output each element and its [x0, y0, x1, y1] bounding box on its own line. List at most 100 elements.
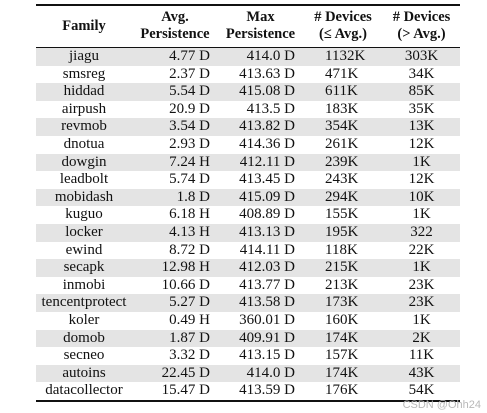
header-max-persistence: Max Persistence: [225, 9, 296, 42]
max-persistence-cell: 409.91 D: [239, 329, 295, 346]
devices-gt-cell: 11K: [408, 347, 435, 364]
family-cell: leadbolt: [59, 171, 109, 188]
family-cell: datacollector: [45, 382, 123, 399]
devices-gt-cell: 1K: [412, 153, 431, 170]
avg-persistence-cell: 7.24 H: [169, 153, 210, 170]
avg-persistence-cell: 6.18 H: [169, 206, 210, 223]
table-row: airpush 20.9 D 413.5 D 183K 35K: [36, 100, 460, 119]
devices-gt-cell: 303K: [404, 48, 439, 64]
table-row: inmobi 10.66 D 413.77 D 213K 23K: [36, 276, 460, 295]
max-persistence-cell: 408.89 D: [239, 206, 295, 223]
watermark: CSDN @Ohh24: [402, 399, 481, 411]
family-cell: koler: [68, 311, 100, 328]
avg-persistence-cell: 5.27 D: [169, 294, 210, 311]
family-cell: domob: [63, 329, 105, 346]
avg-persistence-cell: 12.98 H: [161, 259, 210, 276]
devices-le-cell: 1132K: [325, 48, 366, 64]
devices-gt-cell: 43K: [408, 364, 435, 381]
avg-persistence-cell: 1.87 D: [169, 329, 210, 346]
avg-persistence-cell: 5.74 D: [169, 171, 210, 188]
devices-gt-cell: 12K: [408, 171, 435, 188]
devices-gt-cell: 1K: [412, 206, 431, 223]
table-row: jiagu 4.77 D 414.0 D 1132K 303K: [36, 47, 460, 66]
devices-le-cell: 157K: [325, 347, 359, 364]
table-row: locker 4.13 H 413.13 D 195K 322: [36, 223, 460, 242]
max-persistence-cell: 413.15 D: [239, 347, 295, 364]
devices-gt-cell: 322: [410, 223, 433, 240]
max-persistence-cell: 413.13 D: [239, 223, 295, 240]
table-row: domob 1.87 D 409.91 D 174K 2K: [36, 329, 460, 348]
avg-persistence-cell: 0.49 H: [169, 311, 210, 328]
devices-gt-cell: 2K: [412, 329, 431, 346]
max-persistence-cell: 415.09 D: [239, 188, 295, 205]
max-persistence-cell: 413.5 D: [246, 100, 295, 117]
devices-le-cell: 173K: [325, 294, 359, 311]
table-header: Family Avg. Persistence Max Persistence # …: [36, 5, 460, 48]
family-cell: ewind: [65, 241, 103, 258]
devices-le-cell: 195K: [325, 223, 359, 240]
devices-le-cell: 261K: [325, 135, 359, 152]
table-row: smsreg 2.37 D 413.63 D 471K 34K: [36, 65, 460, 84]
table-row: koler 0.49 H 360.01 D 160K 1K: [36, 311, 460, 330]
devices-gt-cell: 13K: [408, 118, 435, 135]
header-row: Family Avg. Persistence Max Persistence # …: [36, 5, 460, 48]
devices-le-cell: 176K: [325, 382, 359, 399]
avg-persistence-cell: 20.9 D: [169, 100, 210, 117]
devices-gt-cell: 12K: [408, 135, 435, 152]
devices-le-cell: 155K: [325, 206, 359, 223]
family-cell: inmobi: [62, 276, 106, 293]
devices-le-cell: 239K: [325, 153, 359, 170]
max-persistence-cell: 413.77 D: [239, 276, 295, 293]
header-devices-le-avg: # Devices (≤ Avg.): [314, 9, 372, 42]
max-persistence-cell: 413.45 D: [239, 171, 295, 188]
max-persistence-cell: 412.11 D: [239, 153, 295, 170]
max-persistence-cell: 414.0 D: [246, 48, 295, 64]
max-persistence-cell: 414.36 D: [239, 135, 295, 152]
max-persistence-cell: 414.11 D: [239, 241, 295, 258]
devices-le-cell: 243K: [325, 171, 359, 188]
family-cell: locker: [65, 223, 103, 240]
avg-persistence-cell: 15.47 D: [161, 382, 210, 399]
devices-le-cell: 354K: [325, 118, 359, 135]
devices-gt-cell: 34K: [408, 65, 435, 82]
max-persistence-cell: 415.08 D: [239, 83, 295, 100]
table-row: hiddad 5.54 D 415.08 D 611K 85K: [36, 83, 460, 101]
family-cell: mobidash: [54, 188, 114, 205]
avg-persistence-cell: 4.13 H: [169, 223, 210, 240]
devices-le-cell: 213K: [325, 276, 359, 293]
max-persistence-cell: 413.59 D: [239, 382, 295, 399]
table-row: ewind 8.72 D 414.11 D 118K 22K: [36, 241, 460, 260]
family-cell: kuguo: [65, 206, 103, 223]
max-persistence-cell: 360.01 D: [239, 311, 295, 328]
table-row: leadbolt 5.74 D 413.45 D 243K 12K: [36, 171, 460, 189]
devices-gt-cell: 54K: [408, 382, 435, 399]
devices-gt-cell: 23K: [408, 276, 435, 293]
avg-persistence-cell: 1.8 D: [176, 188, 210, 205]
family-cell: secneo: [63, 347, 105, 364]
max-persistence-cell: 414.0 D: [246, 364, 295, 381]
devices-le-cell: 174K: [325, 329, 359, 346]
family-cell: smsreg: [62, 65, 106, 82]
table-row: dowgin 7.24 H 412.11 D 239K 1K: [36, 153, 460, 172]
table-row: kuguo 6.18 H 408.89 D 155K 1K: [36, 206, 460, 224]
avg-persistence-cell: 4.77 D: [169, 48, 210, 64]
devices-le-cell: 215K: [325, 259, 359, 276]
avg-persistence-cell: 5.54 D: [169, 83, 210, 100]
header-devices-gt-avg: # Devices (> Avg.): [392, 9, 451, 42]
table-row: tencentprotect 5.27 D 413.58 D 173K 23K: [36, 294, 460, 312]
devices-gt-cell: 1K: [412, 259, 431, 276]
table-row: dnotua 2.93 D 414.36 D 261K 12K: [36, 135, 460, 154]
family-cell: tencentprotect: [41, 294, 127, 311]
table-row: autoins 22.45 D 414.0 D 174K 43K: [36, 364, 460, 383]
max-persistence-cell: 412.03 D: [239, 259, 295, 276]
table-row: datacollector 15.47 D 413.59 D 176K 54K: [36, 382, 460, 401]
family-cell: dnotua: [63, 135, 105, 152]
avg-persistence-cell: 22.45 D: [161, 364, 210, 381]
family-cell: revmob: [61, 118, 107, 135]
persistence-table: Family Avg. Persistence Max Persistence # …: [36, 4, 460, 402]
devices-gt-cell: 10K: [408, 188, 435, 205]
devices-le-cell: 294K: [325, 188, 359, 205]
table-container: Family Avg. Persistence Max Persistence # …: [36, 4, 460, 402]
devices-le-cell: 611K: [325, 83, 358, 100]
table-row: secneo 3.32 D 413.15 D 157K 11K: [36, 347, 460, 365]
